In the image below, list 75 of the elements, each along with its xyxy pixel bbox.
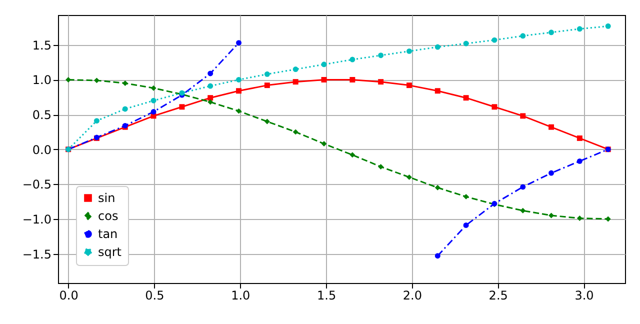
point [150, 98, 156, 104]
y-tick-label: −0.5 [22, 178, 52, 192]
point [292, 66, 298, 72]
point [236, 77, 242, 82]
point [605, 23, 611, 29]
point [434, 88, 440, 94]
point [406, 82, 412, 88]
point [378, 79, 384, 85]
point [548, 30, 554, 36]
point [463, 194, 469, 200]
point [492, 37, 498, 43]
point [520, 33, 526, 39]
point [208, 70, 214, 76]
point [321, 77, 327, 82]
x-tick-label: 1.0 [231, 288, 250, 302]
legend-label: cos [98, 209, 118, 223]
point [576, 216, 582, 221]
x-tick-label: 1.5 [316, 288, 336, 302]
point [150, 85, 156, 91]
point [208, 95, 214, 101]
point [321, 141, 327, 147]
point [264, 118, 270, 124]
point [520, 184, 526, 190]
point [406, 48, 412, 54]
point [406, 174, 412, 180]
point [236, 88, 242, 94]
point [264, 82, 270, 88]
point [292, 129, 298, 135]
x-tick-label: 2.5 [488, 288, 508, 302]
point [378, 164, 384, 170]
y-tick-label: 0.5 [32, 108, 52, 122]
x-tick-label: 0.5 [145, 288, 164, 302]
point [492, 104, 498, 110]
point [605, 216, 611, 222]
point [350, 56, 356, 62]
point [94, 78, 100, 84]
point [236, 108, 242, 114]
legend-label: sqrt [98, 245, 122, 259]
legend-label: tan [98, 227, 118, 241]
x-tick-label: 3.0 [574, 288, 594, 302]
point [520, 113, 526, 119]
point [321, 62, 327, 68]
point [463, 95, 469, 101]
point [576, 26, 582, 32]
point [434, 184, 440, 190]
point [292, 79, 298, 85]
point [264, 71, 270, 77]
point [150, 109, 156, 114]
point [350, 77, 356, 82]
y-tick-label: −1.0 [22, 212, 52, 226]
point [548, 170, 554, 176]
point [236, 40, 242, 46]
y-tick-label: −1.5 [22, 247, 52, 262]
point [208, 99, 214, 105]
y-tick-label: 1.5 [32, 38, 52, 52]
point [576, 158, 582, 164]
y-tick-label: 0.0 [32, 142, 52, 157]
legend-label: sin [98, 191, 116, 205]
point [576, 135, 582, 141]
point [378, 52, 384, 58]
point [122, 106, 128, 112]
point [350, 152, 356, 158]
point [520, 208, 526, 214]
point [548, 124, 554, 130]
point [434, 253, 440, 259]
point [434, 44, 440, 50]
point [122, 80, 128, 86]
point [94, 118, 100, 124]
x-tick-label: 0.0 [59, 288, 78, 302]
x-tick-label: 2.0 [402, 288, 422, 302]
point [208, 83, 214, 89]
point [463, 222, 469, 228]
y-tick-label: 1.0 [32, 73, 52, 88]
point [179, 104, 185, 110]
point [463, 40, 469, 46]
